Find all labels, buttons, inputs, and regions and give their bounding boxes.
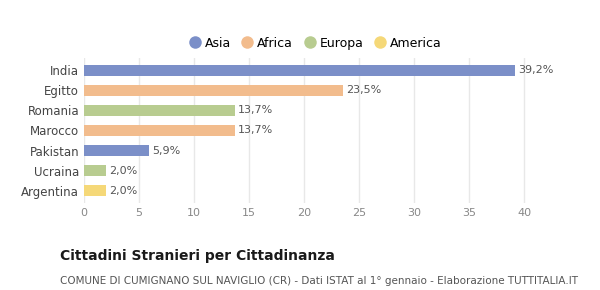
Text: 13,7%: 13,7%: [238, 126, 273, 135]
Text: 39,2%: 39,2%: [518, 65, 554, 75]
Bar: [84, 145, 149, 156]
Legend: Asia, Africa, Europa, America: Asia, Africa, Europa, America: [184, 32, 446, 55]
Bar: [84, 185, 106, 196]
Bar: [84, 85, 343, 96]
Text: 23,5%: 23,5%: [346, 85, 381, 95]
Bar: [84, 125, 235, 136]
Text: Cittadini Stranieri per Cittadinanza: Cittadini Stranieri per Cittadinanza: [60, 249, 335, 263]
Text: 2,0%: 2,0%: [109, 186, 137, 196]
Text: 13,7%: 13,7%: [238, 105, 273, 115]
Text: 2,0%: 2,0%: [109, 166, 137, 176]
Bar: [84, 65, 515, 76]
Bar: [84, 165, 106, 176]
Text: COMUNE DI CUMIGNANO SUL NAVIGLIO (CR) - Dati ISTAT al 1° gennaio - Elaborazione : COMUNE DI CUMIGNANO SUL NAVIGLIO (CR) - …: [60, 276, 578, 285]
Text: 5,9%: 5,9%: [152, 146, 181, 156]
Bar: [84, 105, 235, 116]
